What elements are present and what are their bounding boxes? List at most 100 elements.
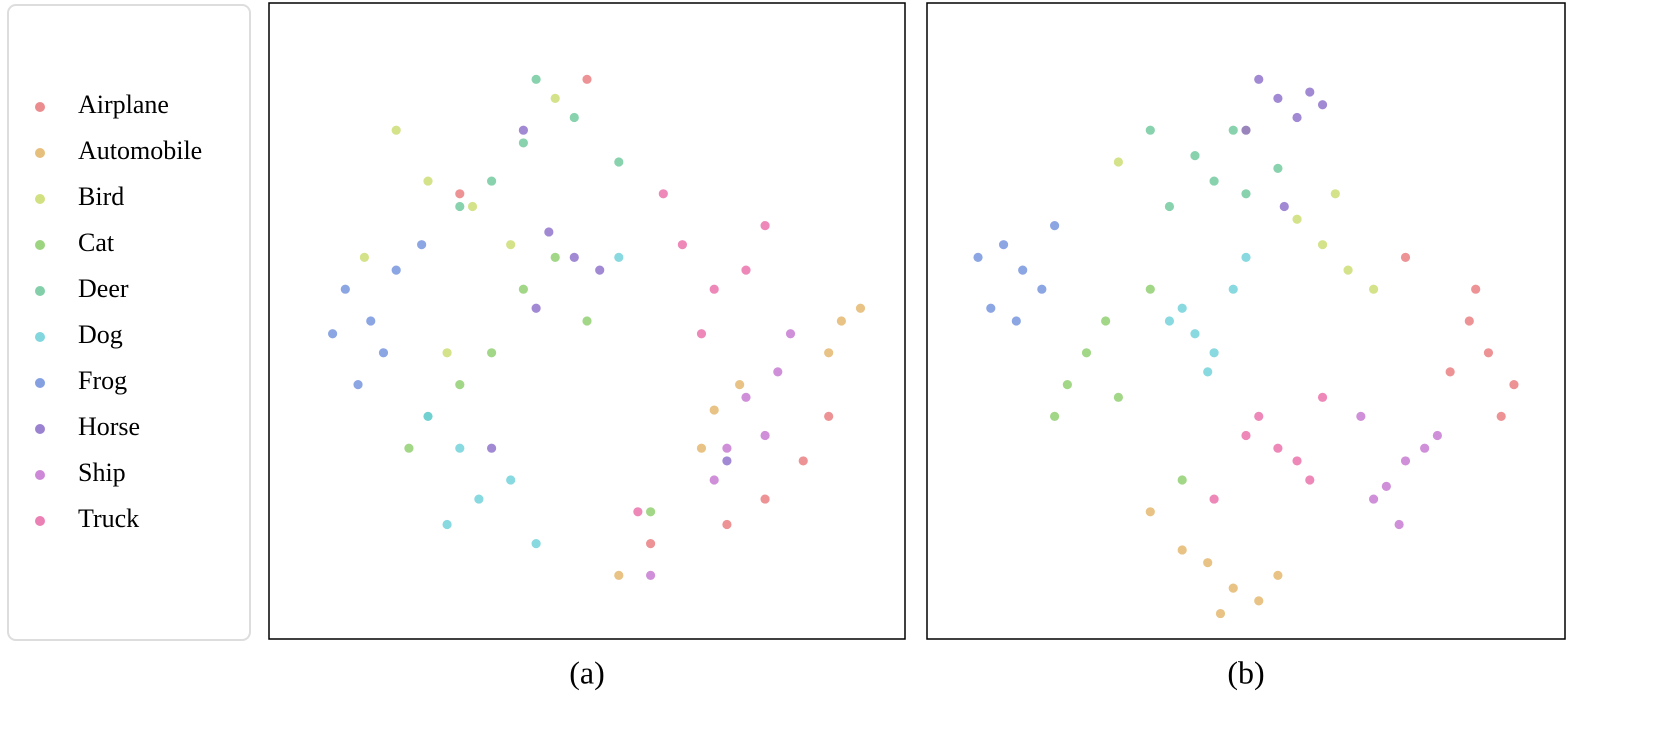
panel-caption: (a)	[569, 654, 605, 690]
point	[759, 430, 771, 441]
legend-label: Airplane	[78, 90, 169, 119]
point	[549, 251, 561, 263]
point	[505, 474, 517, 486]
point	[1329, 188, 1341, 200]
point	[1164, 201, 1175, 212]
legend-label: Frog	[78, 366, 127, 395]
point	[1291, 455, 1303, 467]
point	[1272, 93, 1284, 104]
point	[1036, 283, 1048, 295]
point	[441, 519, 453, 530]
point	[1010, 315, 1022, 327]
point	[1100, 315, 1112, 327]
point	[1272, 442, 1284, 454]
point	[1304, 474, 1316, 486]
legend-label: Deer	[78, 274, 129, 303]
point	[1081, 347, 1092, 359]
point	[486, 175, 498, 187]
point	[581, 73, 593, 85]
point	[985, 302, 997, 314]
point	[1202, 557, 1214, 569]
point	[1355, 410, 1367, 422]
point	[645, 506, 656, 518]
legend-marker	[35, 516, 45, 526]
point	[568, 112, 580, 123]
point	[454, 188, 466, 200]
point	[416, 239, 428, 251]
point	[645, 570, 656, 581]
point	[1483, 347, 1494, 359]
panel-caption: (b)	[1227, 654, 1264, 690]
point	[518, 124, 529, 136]
point	[1176, 474, 1188, 486]
point	[797, 455, 809, 467]
point	[1368, 493, 1379, 505]
point	[1017, 264, 1029, 276]
point	[1317, 391, 1328, 403]
legend-marker	[35, 424, 45, 434]
point	[454, 379, 466, 391]
point	[657, 188, 669, 200]
point	[1400, 251, 1411, 263]
point	[1176, 544, 1188, 556]
point	[1208, 347, 1220, 359]
point	[1304, 86, 1316, 98]
point	[518, 137, 529, 149]
point	[696, 442, 707, 454]
point	[1253, 73, 1265, 85]
point	[677, 239, 688, 251]
point	[543, 226, 555, 238]
point	[972, 251, 984, 263]
point	[823, 347, 835, 359]
point	[1144, 124, 1156, 136]
point	[594, 264, 606, 276]
point	[855, 302, 866, 314]
legend-marker	[35, 102, 45, 112]
point	[1463, 315, 1475, 327]
point	[1144, 283, 1156, 295]
legend-marker	[35, 194, 45, 204]
point	[530, 73, 542, 85]
point	[734, 379, 746, 391]
point	[378, 347, 389, 359]
point	[613, 251, 625, 263]
point	[740, 264, 752, 276]
point	[486, 347, 498, 359]
point	[1189, 328, 1201, 340]
point	[721, 442, 733, 454]
point	[441, 347, 453, 359]
legend-marker	[35, 148, 45, 158]
point	[1291, 213, 1303, 225]
plot-frame	[926, 2, 1566, 640]
point	[1240, 251, 1252, 263]
point	[1144, 506, 1156, 518]
point	[1272, 162, 1284, 174]
point	[1393, 519, 1405, 530]
point	[467, 201, 478, 212]
point	[613, 156, 625, 168]
point	[327, 328, 339, 340]
point	[390, 264, 402, 276]
point	[823, 410, 835, 422]
point	[1049, 410, 1060, 422]
point	[1317, 99, 1328, 111]
legend-marker	[35, 378, 45, 388]
legend-label: Automobile	[78, 136, 202, 165]
point	[454, 201, 466, 212]
legend-marker	[35, 332, 45, 342]
legend-label: Bird	[78, 182, 124, 211]
point	[1240, 430, 1252, 441]
point	[1113, 391, 1124, 403]
point	[549, 93, 561, 104]
point	[721, 455, 733, 467]
point	[518, 283, 529, 295]
legend-marker	[35, 286, 45, 296]
point	[568, 251, 580, 263]
point	[1176, 302, 1188, 314]
point	[1291, 112, 1303, 123]
point	[422, 175, 434, 187]
point	[530, 538, 542, 549]
point	[998, 239, 1009, 251]
point	[1419, 442, 1431, 454]
point	[708, 474, 720, 486]
